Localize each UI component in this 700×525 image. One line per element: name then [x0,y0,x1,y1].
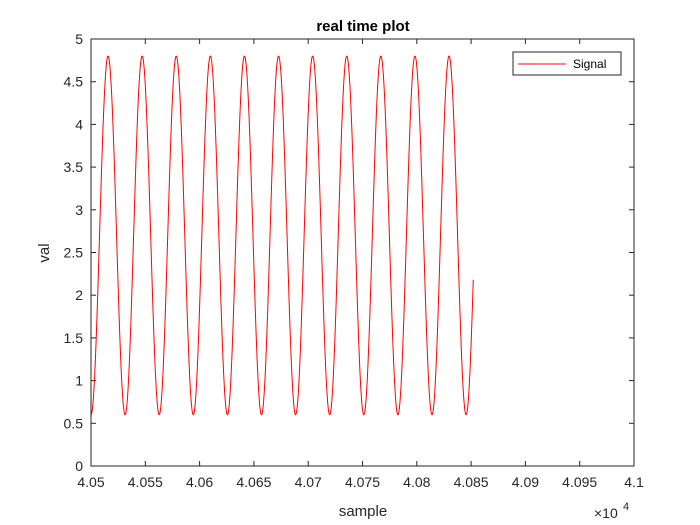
y-tick-label: 3 [75,202,83,218]
chart-title: real time plot [316,18,409,35]
x-tick-label: 4.095 [562,474,597,490]
x-tick-label: 4.06 [186,474,213,490]
x-exponent-base: ×10 [594,505,618,521]
y-tick-label: 5 [75,31,83,47]
series-line-signal [90,55,474,416]
y-axis-label: val [36,243,53,262]
axes-frame [90,38,635,467]
x-tick-label: 4.05 [77,474,104,490]
y-tick-label: 1.5 [64,330,84,346]
y-tick-label: 2 [75,287,83,303]
plot-area [91,39,634,466]
x-exponent-power: 4 [623,501,629,513]
x-tick-label: 4.07 [295,474,322,490]
y-tick-label: 0.5 [64,415,84,431]
x-tick-label: 4.055 [128,474,163,490]
y-tick-label: 1 [75,373,83,389]
y-tick-label: 4.5 [64,74,84,90]
legend: Signal [512,51,622,76]
x-tick-label: 4.08 [403,474,430,490]
x-tick-label: 4.09 [512,474,539,490]
ticks-group: 4.05 4.055 4.06 4.065 4.07 4.075 4.08 4.085 4.09… [64,31,644,490]
y-tick-label: 0 [75,458,83,474]
y-tick-label: 2.5 [64,245,84,261]
axes-box [90,38,635,467]
x-tick-label: 4.075 [345,474,380,490]
y-tick-label: 4 [75,116,83,132]
x-exponent: ×10 4 [594,501,629,521]
x-tick-label: 4.085 [454,474,489,490]
x-tick-label: 4.1 [624,474,644,490]
series-group [90,55,474,416]
y-tick-label: 3.5 [64,159,84,175]
x-tick-label: 4.065 [236,474,271,490]
legend-label-signal: Signal [573,57,606,71]
x-axis-label: sample [339,503,387,520]
legend-box [512,51,622,76]
